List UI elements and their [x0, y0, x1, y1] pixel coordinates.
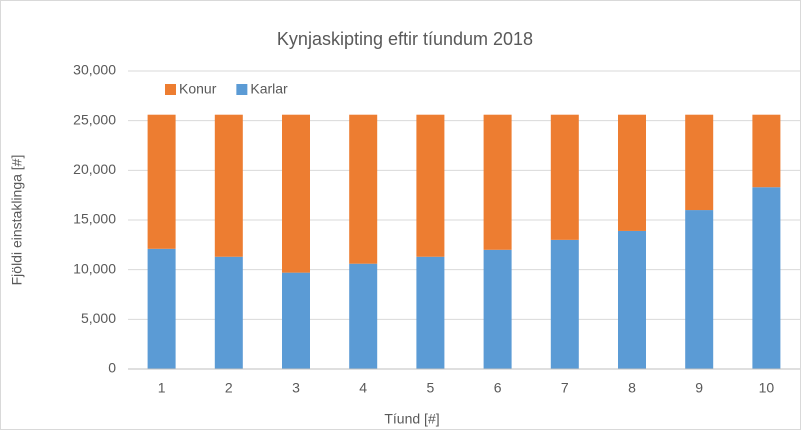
x-tick-label: 2 — [225, 380, 233, 396]
y-tick-label: 10,000 — [73, 260, 116, 276]
y-tick-label: 5,000 — [81, 310, 116, 326]
y-tick-label: 0 — [108, 360, 116, 376]
bar-segment — [752, 187, 781, 369]
bar-segment — [550, 239, 579, 369]
bar-segment — [349, 114, 378, 264]
y-tick-label: 20,000 — [73, 161, 116, 177]
y-axis-title: Fjöldi einstaklinga [#] — [9, 155, 25, 286]
bar-segment — [147, 248, 176, 369]
bar-segment — [685, 114, 714, 211]
x-tick-label: 8 — [628, 380, 636, 396]
x-tick-label: 3 — [292, 380, 300, 396]
x-axis-title: Tíund [#] — [384, 411, 439, 427]
x-tick-label: 6 — [494, 380, 502, 396]
x-tick-label: 9 — [695, 380, 703, 396]
x-tick-label: 10 — [759, 380, 775, 396]
bar-segment — [685, 210, 714, 369]
bar-segment — [483, 114, 512, 250]
bar-segment — [214, 114, 243, 257]
y-tick-label: 15,000 — [73, 211, 116, 227]
bar-segment — [618, 230, 646, 369]
bar-segment — [349, 263, 378, 369]
x-tick-label: 5 — [427, 380, 435, 396]
bar-segment — [618, 114, 646, 231]
bar-segment — [416, 114, 445, 257]
x-tick-label: 7 — [561, 380, 569, 396]
legend-swatch — [165, 84, 176, 95]
x-tick-label: 1 — [158, 380, 166, 396]
legend-swatch — [236, 84, 248, 95]
legend-label: Konur — [179, 81, 217, 97]
bar-segment — [752, 114, 781, 188]
bar-segment — [416, 256, 445, 369]
bar-segment — [214, 256, 243, 369]
bar-segment — [483, 249, 512, 369]
x-tick-label: 4 — [359, 380, 367, 396]
chart-title: Kynjaskipting eftir tíundum 2018 — [277, 29, 533, 49]
y-tick-label: 25,000 — [73, 111, 116, 127]
bar-segment — [282, 114, 310, 273]
bar-segment — [550, 114, 579, 240]
bar-segment — [147, 114, 176, 249]
legend-label: Karlar — [250, 81, 288, 97]
y-tick-label: 30,000 — [73, 62, 116, 78]
bar-segment — [282, 272, 310, 369]
